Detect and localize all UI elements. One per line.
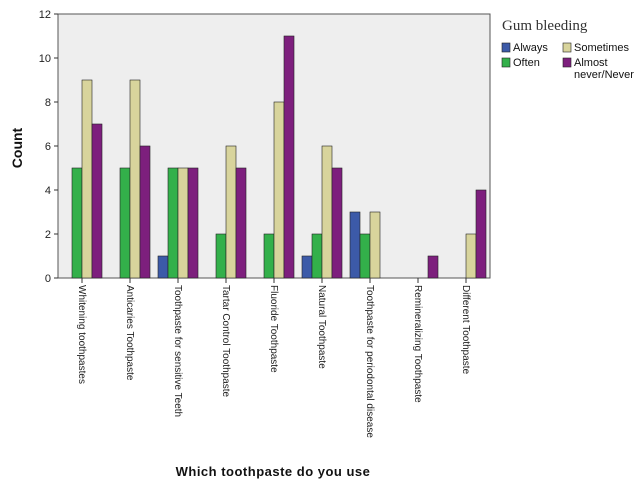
bar: [157, 255, 169, 279]
y-axis: 0 2 4 6 8 10 12: [39, 9, 58, 285]
bar: [129, 79, 141, 279]
y-tick-label: 8: [45, 97, 51, 109]
y-tick-label: 4: [45, 185, 51, 197]
y-axis-label: Count: [9, 127, 25, 168]
bar: [283, 35, 295, 279]
bar: [475, 189, 487, 279]
x-tick-label: Toothpaste for sensitive Teeth: [172, 285, 183, 417]
bar: [465, 233, 477, 279]
bar: [273, 101, 285, 279]
x-axis-label: Which toothpaste do you use: [176, 464, 371, 479]
bar: [349, 211, 361, 279]
legend-swatch: [562, 57, 572, 68]
legend-swatch: [501, 57, 511, 68]
x-tick-label: Toothpaste for periodontal disease: [364, 285, 375, 438]
bar: [427, 255, 439, 279]
x-tick-label: Anticaries Toothpaste: [124, 285, 135, 381]
legend-entry: Always: [513, 42, 548, 54]
legend: Gum bleeding Always Often Sometimes Almost n…: [501, 18, 634, 81]
x-tick-label: Different Toothpaste: [460, 285, 471, 375]
legend-title: Gum bleeding: [502, 18, 588, 34]
y-tick-label: 0: [45, 273, 51, 285]
x-tick-label: Natural Toothpaste: [316, 285, 327, 369]
bar: [177, 167, 189, 279]
bar: [71, 167, 83, 279]
bar: [187, 167, 199, 279]
x-tick-label: Fluoride Toothpaste: [268, 285, 279, 373]
bar: [263, 233, 275, 279]
legend-entry: Almost never/Never: [574, 57, 634, 81]
y-tick-label: 10: [39, 53, 51, 65]
bar: [215, 233, 227, 279]
bar: [311, 233, 323, 279]
bar: [139, 145, 151, 279]
x-tick-label: Remineralizing Toothpaste: [412, 285, 423, 403]
bar: [369, 211, 381, 279]
bar: [359, 233, 371, 279]
bar: [119, 167, 131, 279]
legend-swatch: [501, 42, 511, 53]
x-axis: Whitening toothpastes Anticaries Toothpas…: [76, 278, 471, 438]
bar: [301, 255, 313, 279]
bar: [225, 145, 237, 279]
legend-entry: Sometimes: [574, 42, 630, 54]
legend-swatch: [562, 42, 572, 53]
y-tick-label: 12: [39, 9, 51, 21]
bars: [71, 35, 487, 279]
bar: [235, 167, 247, 279]
legend-entry: Often: [513, 57, 540, 69]
y-tick-label: 6: [45, 141, 51, 153]
x-tick-label: Tartar Control Toothpaste: [220, 285, 231, 398]
bar: [321, 145, 333, 279]
bar: [91, 123, 103, 279]
bar: [81, 79, 93, 279]
bar: [331, 167, 343, 279]
x-tick-label: Whitening toothpastes: [76, 285, 87, 384]
y-tick-label: 2: [45, 229, 51, 241]
bar: [167, 167, 179, 279]
